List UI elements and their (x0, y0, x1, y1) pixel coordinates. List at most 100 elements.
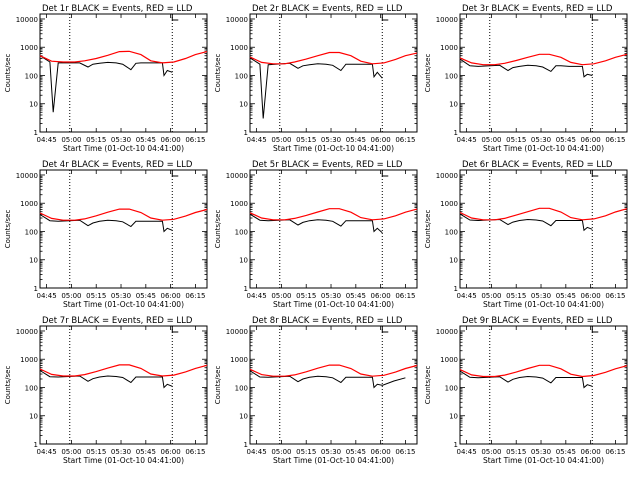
x-tick-label: 06:15 (395, 292, 415, 300)
x-tick-label: 05:15 (86, 292, 106, 300)
x-tick-label: 05:00 (271, 292, 291, 300)
x-tick-label: 05:45 (136, 136, 156, 144)
y-tick-label: 1000 (440, 44, 458, 52)
x-axis-label: Start Time (01-Oct-10 04:41:00) (273, 300, 394, 309)
x-tick-label: 06:15 (605, 448, 625, 456)
y-tick-label: 10000 (226, 172, 248, 180)
y-tick-label: 10000 (436, 328, 458, 336)
panel-det-3: 1 10 100 1000 10000 04:45 05:00 05:15 05:30 05:45… (424, 4, 628, 153)
y-tick-label: 1 (244, 129, 248, 137)
x-tick-label: 04:45 (457, 292, 477, 300)
x-axis-label: Start Time (01-Oct-10 04:41:00) (63, 300, 184, 309)
x-tick-label: 05:15 (296, 448, 316, 456)
x-tick-label: 05:45 (556, 136, 576, 144)
x-tick-label: 05:45 (346, 292, 366, 300)
y-tick-label: 10000 (436, 172, 458, 180)
y-tick-label: 1000 (20, 44, 38, 52)
series-lld-line (39, 50, 208, 64)
x-tick-label: 05:15 (296, 292, 316, 300)
y-tick-label: 10 (449, 413, 458, 421)
marker-bracket (381, 326, 389, 333)
marker-bracket (171, 14, 179, 21)
series-events-line (459, 58, 593, 78)
panel-det-2: 1 10 100 1000 10000 04:45 05:00 05:15 05:30 05:45… (214, 4, 418, 153)
panel-det-6: 1 10 100 1000 10000 04:45 05:00 05:15 05:30 05:45… (424, 160, 628, 309)
y-axis-label: Counts/sec (424, 54, 432, 93)
plot-frame (249, 325, 418, 445)
series-events-line (459, 370, 593, 389)
y-tick-label: 10000 (16, 328, 38, 336)
y-tick-label: 10000 (16, 172, 38, 180)
x-tick-label: 05:15 (506, 136, 526, 144)
y-tick-label: 10000 (226, 328, 248, 336)
marker-bracket (591, 170, 599, 177)
x-tick-label: 05:30 (321, 448, 341, 456)
panel-det-9: 1 10 100 1000 10000 04:45 05:00 05:15 05:30 05:45… (424, 316, 628, 465)
marker-bracket (381, 14, 389, 21)
y-axis-label: Counts/sec (4, 54, 12, 93)
panel-title: Det 8r BLACK = Events, RED = LLD (252, 316, 403, 326)
x-tick-label: 04:45 (37, 136, 57, 144)
y-tick-label: 1000 (20, 356, 38, 364)
x-axis-label: Start Time (01-Oct-10 04:41:00) (273, 456, 394, 465)
x-tick-label: 05:00 (61, 292, 81, 300)
panel-det-7: 1 10 100 1000 10000 04:45 05:00 05:15 05:30 05:45… (4, 316, 208, 465)
plot-frame (249, 13, 418, 133)
y-tick-label: 10000 (16, 16, 38, 24)
y-tick-label: 10 (239, 257, 248, 265)
x-tick-label: 06:15 (185, 136, 205, 144)
x-tick-label: 05:00 (481, 292, 501, 300)
plot-frame (459, 13, 628, 133)
series-events-line (459, 213, 593, 232)
x-tick-label: 06:00 (161, 448, 181, 456)
x-tick-label: 06:15 (185, 448, 205, 456)
y-tick-label: 10 (29, 413, 38, 421)
x-axis-label: Start Time (01-Oct-10 04:41:00) (483, 456, 604, 465)
x-tick-label: 06:00 (161, 136, 181, 144)
x-tick-label: 05:30 (111, 292, 131, 300)
y-tick-label: 1000 (20, 200, 38, 208)
x-tick-label: 05:15 (86, 448, 106, 456)
y-tick-label: 10000 (436, 16, 458, 24)
y-axis-label: Counts/sec (424, 210, 432, 249)
x-tick-label: 05:45 (136, 448, 156, 456)
y-tick-label: 1000 (440, 356, 458, 364)
series-lld-line (249, 364, 418, 377)
x-tick-label: 05:15 (296, 136, 316, 144)
marker-bracket (591, 326, 599, 333)
y-tick-label: 1 (454, 285, 458, 293)
plot-frame (39, 13, 208, 133)
series-lld-line (459, 207, 628, 221)
x-tick-label: 05:00 (271, 136, 291, 144)
y-tick-label: 1 (244, 285, 248, 293)
panel-det-4: 1 10 100 1000 10000 04:45 05:00 05:15 05:30 05:45… (4, 160, 208, 309)
panel-title: Det 2r BLACK = Events, RED = LLD (252, 4, 403, 14)
x-tick-label: 05:15 (506, 448, 526, 456)
y-axis-label: Counts/sec (214, 54, 222, 93)
y-tick-label: 1 (454, 129, 458, 137)
y-tick-label: 100 (25, 228, 38, 236)
y-tick-label: 1000 (230, 356, 248, 364)
x-tick-label: 05:45 (136, 292, 156, 300)
x-tick-label: 05:45 (556, 448, 576, 456)
y-tick-label: 1 (34, 129, 38, 137)
x-tick-label: 06:00 (581, 292, 601, 300)
x-tick-label: 04:45 (457, 448, 477, 456)
x-tick-label: 05:30 (321, 292, 341, 300)
x-tick-label: 04:45 (457, 136, 477, 144)
x-axis-label: Start Time (01-Oct-10 04:41:00) (63, 456, 184, 465)
x-tick-label: 05:15 (506, 292, 526, 300)
series-events-line (39, 370, 173, 389)
x-tick-label: 06:15 (605, 292, 625, 300)
series-events-line (39, 214, 173, 233)
marker-bracket (171, 170, 179, 177)
series-events-line (39, 55, 173, 113)
y-axis-label: Counts/sec (214, 210, 222, 249)
x-tick-label: 06:15 (605, 136, 625, 144)
y-tick-label: 1000 (440, 200, 458, 208)
y-tick-label: 10 (449, 257, 458, 265)
plot-frame (249, 169, 418, 289)
x-tick-label: 05:30 (531, 448, 551, 456)
y-tick-label: 100 (445, 228, 458, 236)
